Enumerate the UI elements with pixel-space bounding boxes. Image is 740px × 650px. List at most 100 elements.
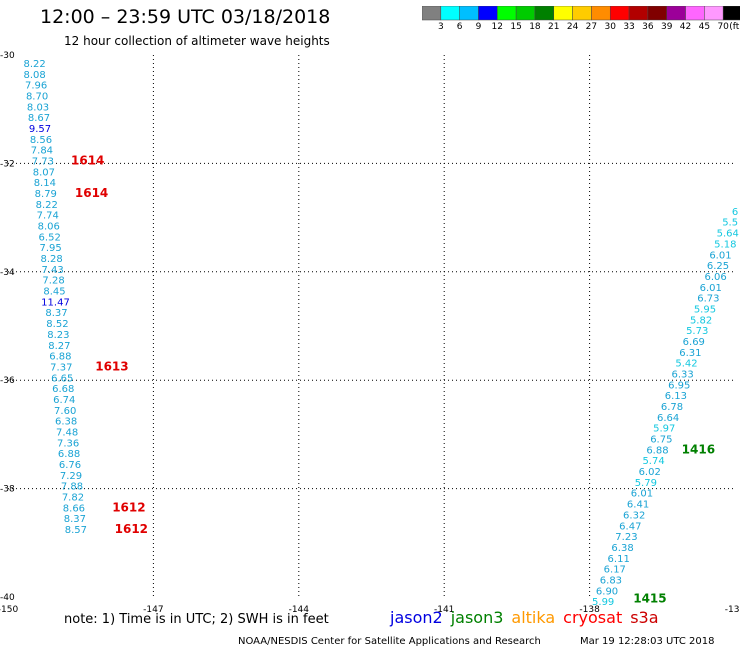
wave-height-label: 6.76: [59, 460, 81, 471]
wave-height-label: 8.22: [24, 59, 46, 70]
footer-credit: NOAA/NESDIS Center for Satellite Applica…: [238, 636, 541, 647]
wave-height-label: 5.97: [653, 424, 675, 435]
wave-height-label: 7.73: [32, 156, 54, 167]
pass-time-label: 1613: [95, 359, 128, 373]
wave-height-label: 6: [732, 207, 738, 218]
wave-height-label: 7.96: [25, 81, 47, 92]
wave-height-label: 7.37: [50, 362, 72, 373]
wave-height-label: 7.43: [41, 265, 63, 276]
chart-title: 12:00 – 23:59 UTC 03/18/2018: [40, 6, 331, 28]
wave-height-label: 8.67: [28, 113, 50, 124]
wave-height-label: 5.99: [592, 597, 614, 608]
wave-height-label: 6.83: [600, 575, 622, 586]
wave-height-label: 5.5: [722, 218, 738, 229]
wave-height-label: 6.88: [646, 445, 668, 456]
wave-height-label: 8.45: [43, 287, 65, 298]
wave-height-label: 6.75: [650, 435, 672, 446]
wave-height-label: 8.79: [35, 189, 57, 200]
pass-time-label: 1612: [112, 500, 145, 514]
wave-height-label: 6.25: [707, 261, 729, 272]
wave-height-label: 8.27: [48, 341, 70, 352]
colorbar-swatch: [722, 6, 740, 21]
wave-height-label: 6.88: [49, 352, 71, 363]
x-tick-label: -150: [0, 605, 18, 615]
colorbar-tick-label: 39: [660, 22, 673, 32]
footer-timestamp: Mar 19 12:28:03 UTC 2018: [580, 636, 715, 647]
wave-height-label: 7.23: [615, 532, 637, 543]
wave-height-label: 8.70: [26, 91, 48, 102]
x-tick-label: -144: [289, 605, 310, 615]
wave-height-label: 7.84: [31, 146, 53, 157]
y-tick-label: -32: [0, 159, 15, 169]
wave-height-label: 6.95: [668, 380, 690, 391]
wave-height-label: 5.79: [635, 478, 657, 489]
wave-height-label: 8.14: [34, 178, 56, 189]
colorbar-tick-label: 36: [642, 22, 654, 32]
y-tick-label: -38: [0, 485, 15, 495]
wave-height-label: 8.57: [65, 525, 87, 536]
wave-height-label: 6.38: [55, 417, 77, 428]
wave-height-label: 7.88: [61, 482, 83, 493]
pass-time-label: 1416: [682, 442, 715, 456]
wave-height-label: 8.66: [63, 503, 85, 514]
colorbar-tick-label: 30: [604, 22, 616, 32]
wave-height-label: 6.01: [709, 250, 731, 261]
colorbar-tick-label: 12: [491, 22, 504, 32]
wave-height-label: 8.07: [33, 167, 55, 178]
wave-height-label: 8.03: [27, 102, 49, 113]
wave-height-label: 5.82: [690, 315, 712, 326]
colorbar-tick-label: 27: [585, 22, 598, 32]
wave-height-label: 5.73: [686, 326, 708, 337]
colorbar-tick-label: 18: [529, 22, 541, 32]
y-tick-label: -30: [0, 51, 15, 61]
wave-height-label: 6.01: [631, 489, 653, 500]
x-tick-label: -141: [434, 605, 454, 615]
wave-height-label: 6.47: [619, 521, 641, 532]
legend-entry: jason3: [450, 608, 504, 627]
wave-height-label: 8.56: [30, 135, 52, 146]
wave-height-label: 6.90: [596, 586, 618, 597]
wave-height-label: 7.36: [57, 438, 79, 449]
wave-height-label: 6.11: [608, 554, 630, 565]
wave-height-label: 8.08: [24, 70, 46, 81]
y-tick-label: -34: [0, 268, 15, 278]
colorbar-tick-label: 9: [475, 22, 482, 32]
wave-height-label: 6.41: [627, 500, 649, 511]
colorbar-tick-label: 21: [548, 22, 560, 32]
colorbar-tick-label: 15: [510, 22, 522, 32]
wave-height-label: 6.88: [58, 449, 80, 460]
wave-height-label: 8.23: [47, 330, 69, 341]
wave-height-label: 7.95: [40, 243, 62, 254]
wave-height-label: 6.74: [53, 395, 75, 406]
x-tick-label: -138: [579, 605, 600, 615]
colorbar: [422, 6, 740, 21]
wave-height-label: 6.68: [52, 384, 74, 395]
colorbar-tick-label: 3: [437, 22, 444, 32]
legend: jason2 jason3 altika cryosat s3a: [390, 608, 667, 627]
wave-height-label: 8.37: [64, 514, 86, 525]
wave-height-label: 7.74: [37, 211, 59, 222]
wave-height-label: 6.64: [657, 413, 679, 424]
colorbar-tick-label: 42: [679, 22, 692, 32]
wave-height-label: 6.38: [611, 543, 633, 554]
wave-height-label: 6.06: [704, 272, 726, 283]
colorbar-tick-label: 24: [566, 22, 579, 32]
wave-height-label: 7.29: [60, 471, 82, 482]
wave-height-label: 6.32: [623, 510, 645, 521]
wave-height-label: 7.60: [54, 406, 76, 417]
colorbar-tick-label: 70: [717, 22, 729, 32]
wave-height-label: 8.22: [36, 200, 58, 211]
wave-height-label: 6.02: [639, 467, 661, 478]
wave-height-label: 11.47: [41, 297, 70, 308]
x-tick-label: -135: [725, 605, 740, 615]
wave-height-label: 6.65: [51, 373, 73, 384]
wave-height-label: 8.37: [45, 308, 67, 319]
wave-height-label: 5.95: [694, 304, 716, 315]
wave-height-label: 6.69: [683, 337, 705, 348]
wave-height-label: 7.28: [42, 276, 64, 287]
y-tick-label: -40: [0, 593, 15, 603]
wave-height-label: 8.28: [40, 254, 62, 265]
wave-height-label: 6.31: [679, 348, 701, 359]
y-tick-label: -36: [0, 376, 15, 386]
